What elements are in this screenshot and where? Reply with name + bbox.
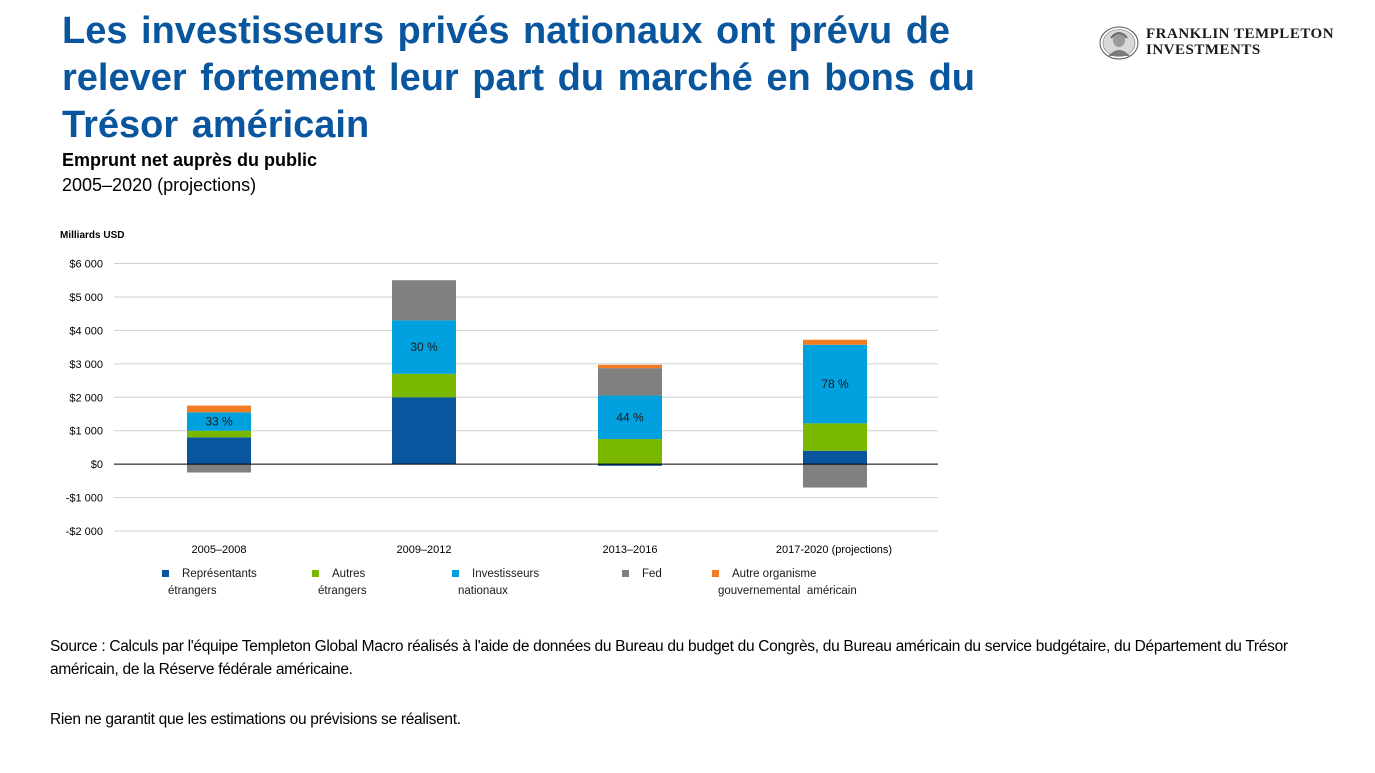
brand-line-2: INVESTMENTS: [1146, 42, 1261, 58]
legend-label: Autres: [332, 568, 366, 580]
bar-segment: [187, 412, 251, 431]
bars: [187, 280, 867, 488]
y-tick-label: -$1 000: [66, 493, 103, 505]
bar-segment: [392, 280, 456, 321]
data-label: 30 %: [410, 340, 438, 354]
gridlines: [114, 263, 938, 532]
bar-segment: [598, 439, 662, 465]
legend-label: gouvernemental américain: [718, 585, 857, 597]
y-tick-label: -$2 000: [66, 526, 103, 538]
bar-segment: [803, 450, 867, 465]
bar-segment: [803, 344, 867, 424]
legend-label: étrangers: [168, 585, 217, 597]
y-tick-label: $0: [91, 459, 103, 471]
brand-logo: FRANKLIN TEMPLETON INVESTMENTS: [1098, 26, 1338, 62]
brand-line-1: FRANKLIN TEMPLETON: [1146, 26, 1335, 42]
x-category-label: 2009–2012: [396, 544, 451, 556]
y-axis-unit-label: Milliards USD: [60, 230, 124, 241]
brand-name: FRANKLIN TEMPLETON INVESTMENTS: [1146, 26, 1334, 58]
y-tick-label: $4 000: [69, 325, 103, 337]
bar-segment: [187, 405, 251, 413]
legend-label: Autre organisme: [732, 568, 817, 580]
data-label: 78 %: [821, 377, 849, 391]
y-tick-label: $6 000: [69, 259, 103, 271]
bar-segment: [392, 320, 456, 374]
bar-segment: [187, 464, 251, 473]
legend-swatch: [452, 570, 459, 577]
chart-subtitle: Emprunt net auprès du public: [62, 150, 318, 170]
legend-label: nationaux: [458, 585, 508, 597]
x-category-label: 2017-2020 (projections): [776, 544, 892, 556]
bar-segment: [803, 464, 867, 488]
source-note: Source : Calculs par l'équipe Templeton …: [50, 638, 1288, 678]
legend-label: Investisseurs: [472, 568, 540, 580]
bar-segment: [598, 464, 662, 466]
legend-swatch: [162, 570, 169, 577]
bar-segment: [392, 397, 456, 465]
bar-segment: [598, 368, 662, 396]
y-tick-label: $1 000: [69, 426, 103, 438]
legend-label: Représentants: [182, 568, 257, 580]
legend-swatch: [622, 570, 629, 577]
bar-segment: [187, 430, 251, 438]
legend-label: étrangers: [318, 585, 367, 597]
y-tick-label: $2 000: [69, 392, 103, 404]
bar-segment: [598, 395, 662, 440]
legend-label: Fed: [642, 568, 662, 580]
chart-period: 2005–2020 (projections): [62, 175, 257, 195]
data-label: 33 %: [205, 414, 233, 428]
y-axis-ticks: $6 000 $5 000 $4 000 $3 000 $2 000 $1 000 $0 -$…: [66, 259, 103, 539]
page-title: Les investisseurs privés nationaux ont p…: [62, 10, 975, 146]
x-category-label: 2005–2008: [191, 544, 246, 556]
data-label: 44 %: [616, 410, 644, 424]
disclaimer-note: Rien ne garantit que les estimations ou …: [50, 711, 461, 728]
bar-segment: [803, 339, 867, 345]
x-axis-categories: 2005–2008 2009–2012 2013–2016 2017-2020 (pr…: [191, 544, 892, 556]
bar-segment: [187, 437, 251, 465]
bar-segment: [598, 364, 662, 369]
legend-swatch: [312, 570, 319, 577]
franklin-portrait-icon: [1099, 26, 1139, 60]
y-tick-label: $3 000: [69, 359, 103, 371]
data-labels: 33 % 30 % 44 % 78 %: [205, 340, 849, 428]
x-category-label: 2013–2016: [602, 544, 657, 556]
y-tick-label: $5 000: [69, 292, 103, 304]
legend-swatch: [712, 570, 719, 577]
bar-segment: [392, 373, 456, 398]
bar-segment: [803, 423, 867, 451]
